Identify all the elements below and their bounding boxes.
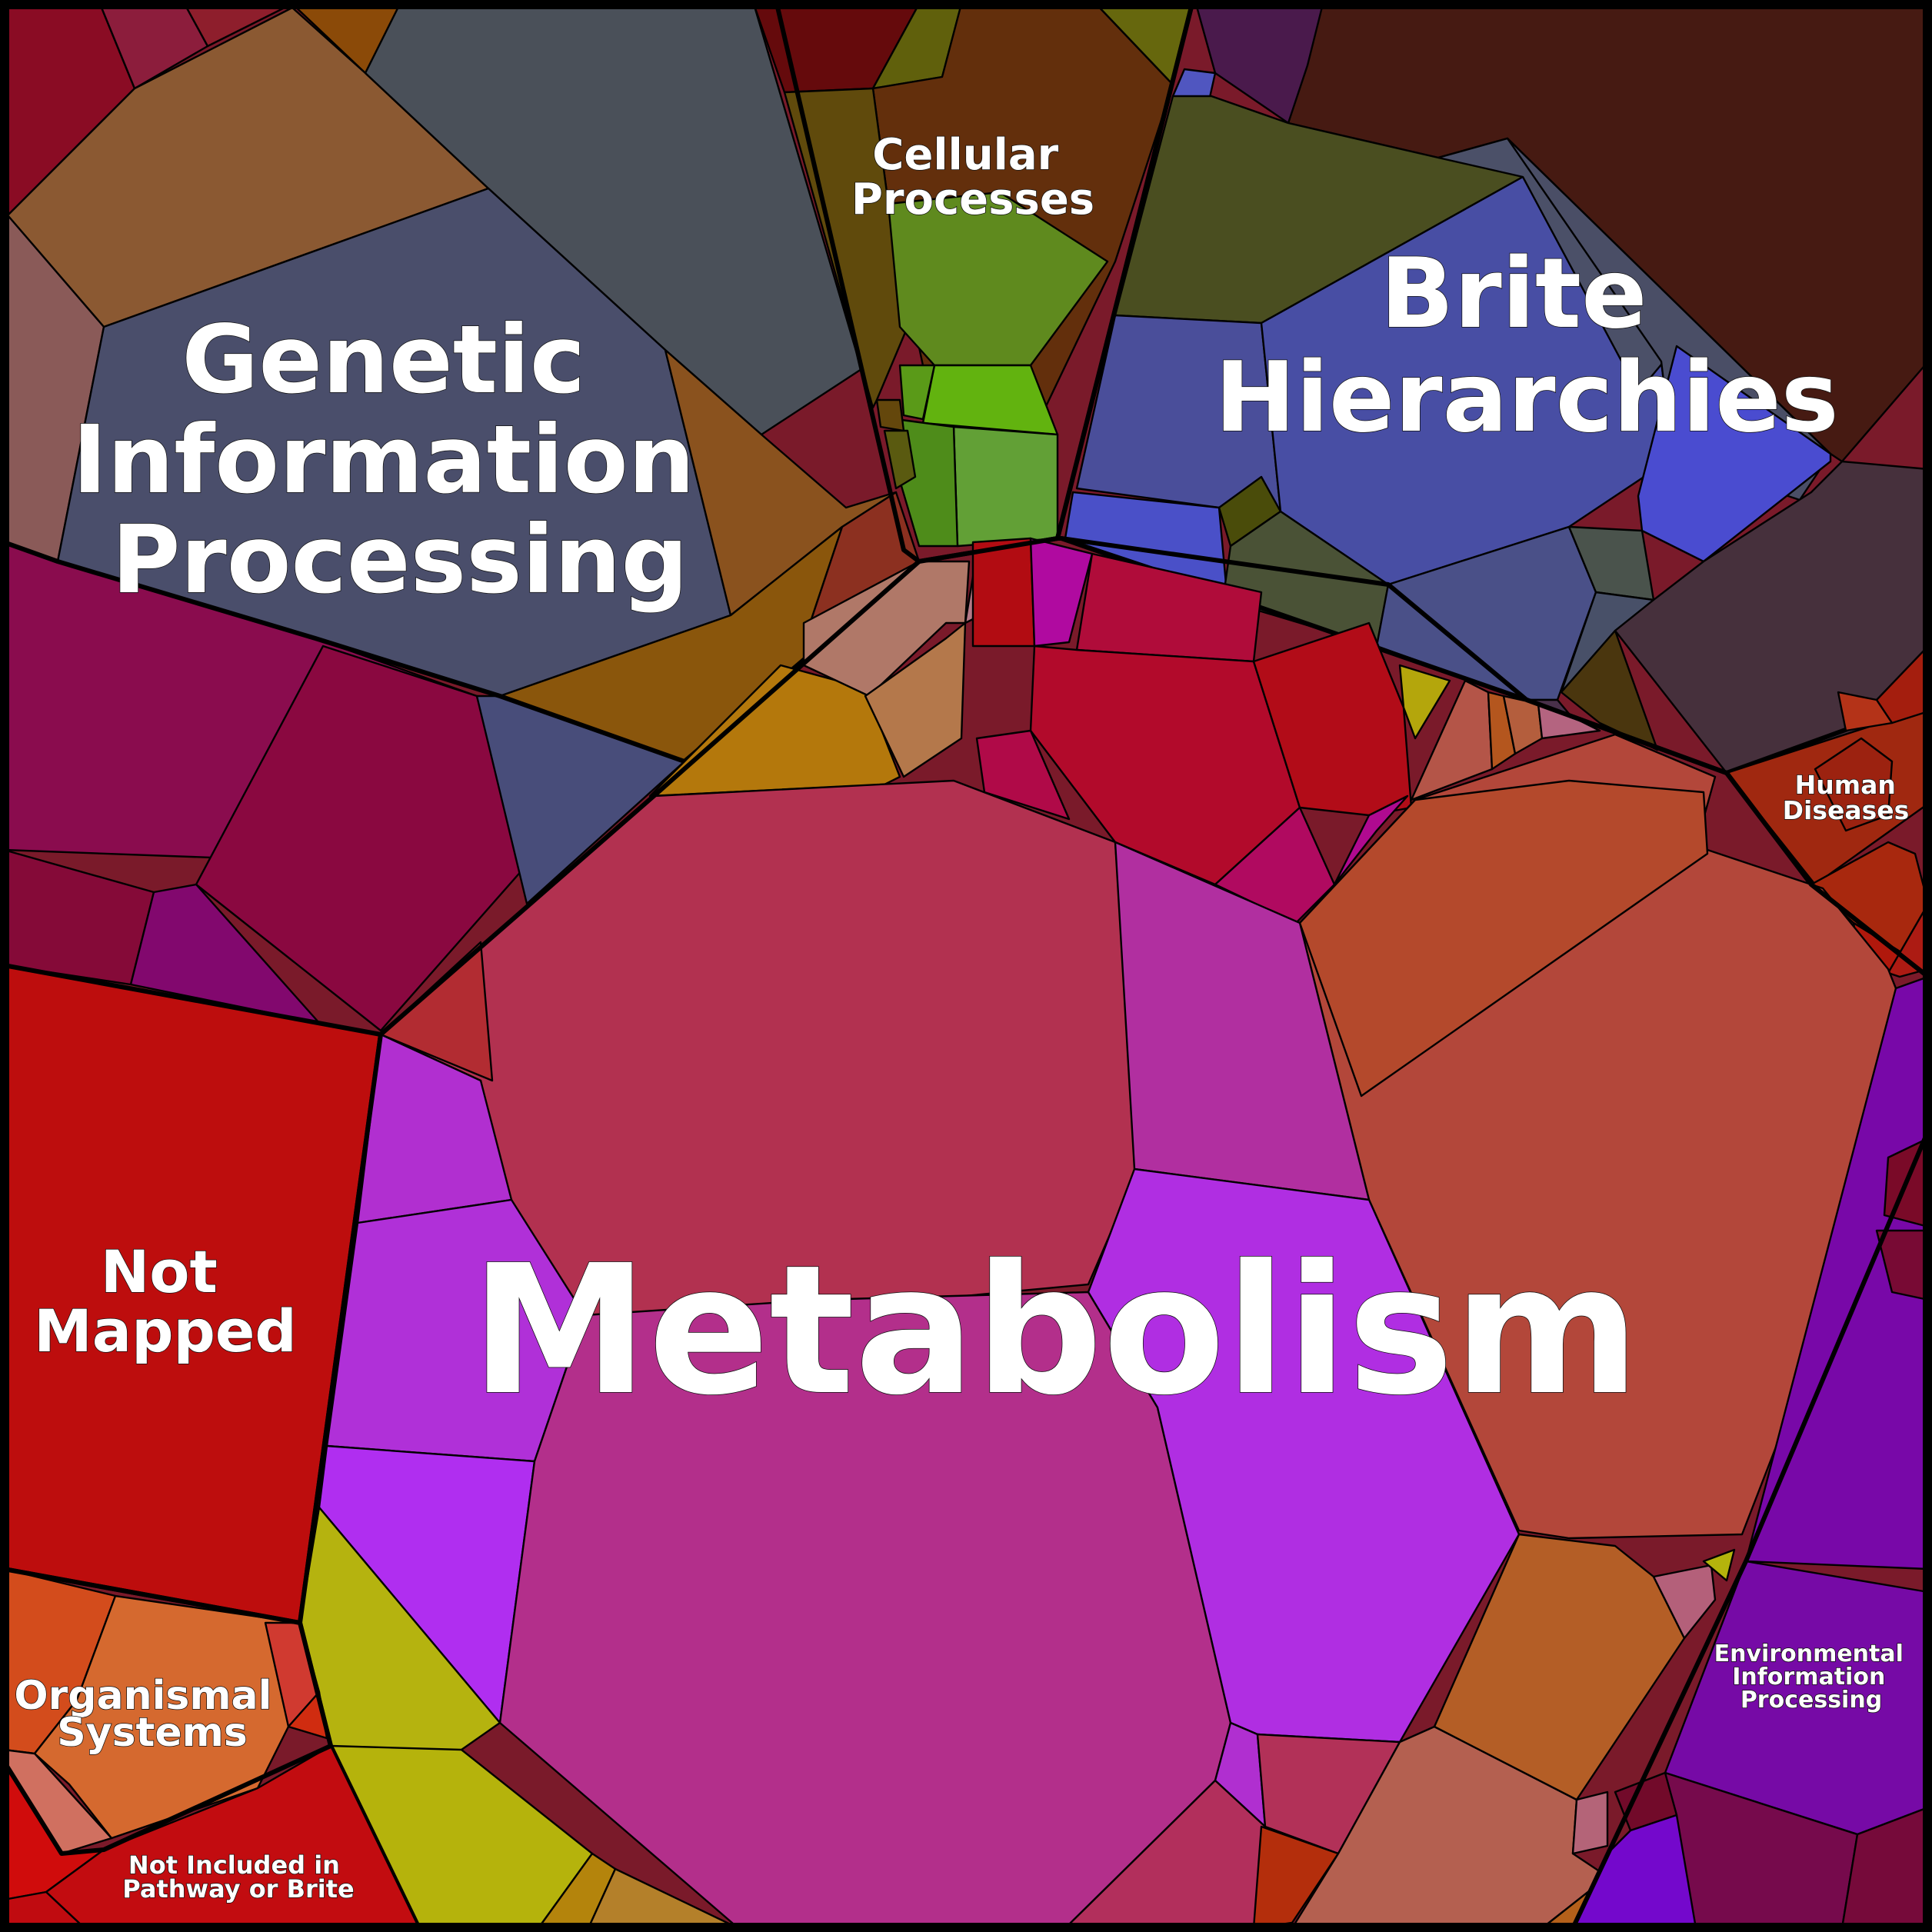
label-env-line-3: Processing <box>1740 1687 1882 1714</box>
region-environmental-information-processing <box>1571 975 1930 1930</box>
cell-metabolism-crimson-small <box>975 729 1071 821</box>
label-genetic-information-processing: Genetic Information Processing <box>72 305 728 615</box>
label-not-mapped: Not Mapped <box>34 1237 297 1365</box>
border-metabolism <box>379 536 1930 1037</box>
border-cellular-left <box>774 3 921 564</box>
region-organismal-systems <box>2 1567 333 1855</box>
cell-metabolism-pink-small-right <box>1571 1790 1609 1855</box>
cell-metabolism-olive <box>1398 664 1451 740</box>
label-genetic-line-3: Processing <box>112 505 688 615</box>
border-environmental <box>1571 1129 1930 1930</box>
cell-metabolism-magenta-small <box>1029 537 1094 648</box>
label-organismal-line-2: Systems <box>57 1710 248 1756</box>
cell-metabolism-magenta-tiny <box>1333 794 1409 886</box>
label-brite-hierarchies: Brite Hierarchies <box>1214 237 1838 454</box>
label-not-included-line-1: Not Included in <box>128 1850 340 1880</box>
label-metabolism-line-1: Metabolism <box>471 1227 1640 1434</box>
label-cellular-line-1: Cellular <box>872 130 1058 180</box>
label-brite-line-1: Brite <box>1381 237 1647 350</box>
region-cellular-processes <box>752 2 1194 564</box>
cell-human-red-1 <box>1814 737 1894 832</box>
cell-metabolism-red-main <box>971 537 1036 648</box>
label-not-included-line-2: Pathway or Brite <box>122 1874 354 1904</box>
region-metabolism <box>298 536 1930 1930</box>
region-not-included <box>2 1744 421 1930</box>
cell-metabolism-brown-tint <box>1298 779 1709 1098</box>
label-genetic-line-1: Genetic <box>182 305 585 415</box>
label-not-mapped-line-2: Mapped <box>34 1297 297 1365</box>
border-brite-left <box>1055 3 1194 539</box>
label-cellular-line-2: Processes <box>851 175 1094 225</box>
cell-human-red-6 <box>1837 691 1894 732</box>
cell-cellular-green-tiny <box>898 364 936 421</box>
cell-metabolism-pink-right <box>1652 1564 1717 1640</box>
cell-cellular-olive-bottom <box>883 429 917 490</box>
label-not-included-in-pathway-or-brite: Not Included in Pathway or Brite <box>122 1850 354 1904</box>
label-not-mapped-line-1: Not <box>101 1237 218 1306</box>
label-organismal-line-1: Organismal <box>14 1673 271 1719</box>
cell-metabolism-yellow-tiny <box>1702 1548 1736 1582</box>
label-env-line-1: Environmental <box>1714 1641 1904 1667</box>
label-cellular-processes: Cellular Processes <box>851 130 1094 225</box>
cell-brite-slate-center <box>1437 137 1678 394</box>
label-environmental-information-processing: Environmental Information Processing <box>1714 1641 1912 1714</box>
border-organismal <box>3 1567 333 1747</box>
label-human-line-1: Human <box>1795 770 1896 800</box>
label-metabolism: Metabolism <box>471 1227 1640 1434</box>
cell-genetic-crimson-mid <box>195 645 525 1032</box>
label-human-line-2: Diseases <box>1783 795 1910 825</box>
label-genetic-line-2: Information <box>72 405 695 515</box>
region-human-diseases <box>1724 645 1930 979</box>
label-env-line-2: Information <box>1732 1664 1885 1690</box>
cell-cellular-green-lower <box>952 425 1059 548</box>
label-organismal-systems: Organismal Systems <box>14 1673 285 1756</box>
cell-metabolism-tan-2 <box>864 621 967 778</box>
label-human-diseases: Human Diseases <box>1783 770 1910 825</box>
cell-cellular-dark-tiny <box>875 398 905 432</box>
border-not-included <box>2 1744 332 1856</box>
label-brite-line-2: Hierarchies <box>1214 341 1838 454</box>
region-genetic-information-processing <box>2 2 921 1032</box>
